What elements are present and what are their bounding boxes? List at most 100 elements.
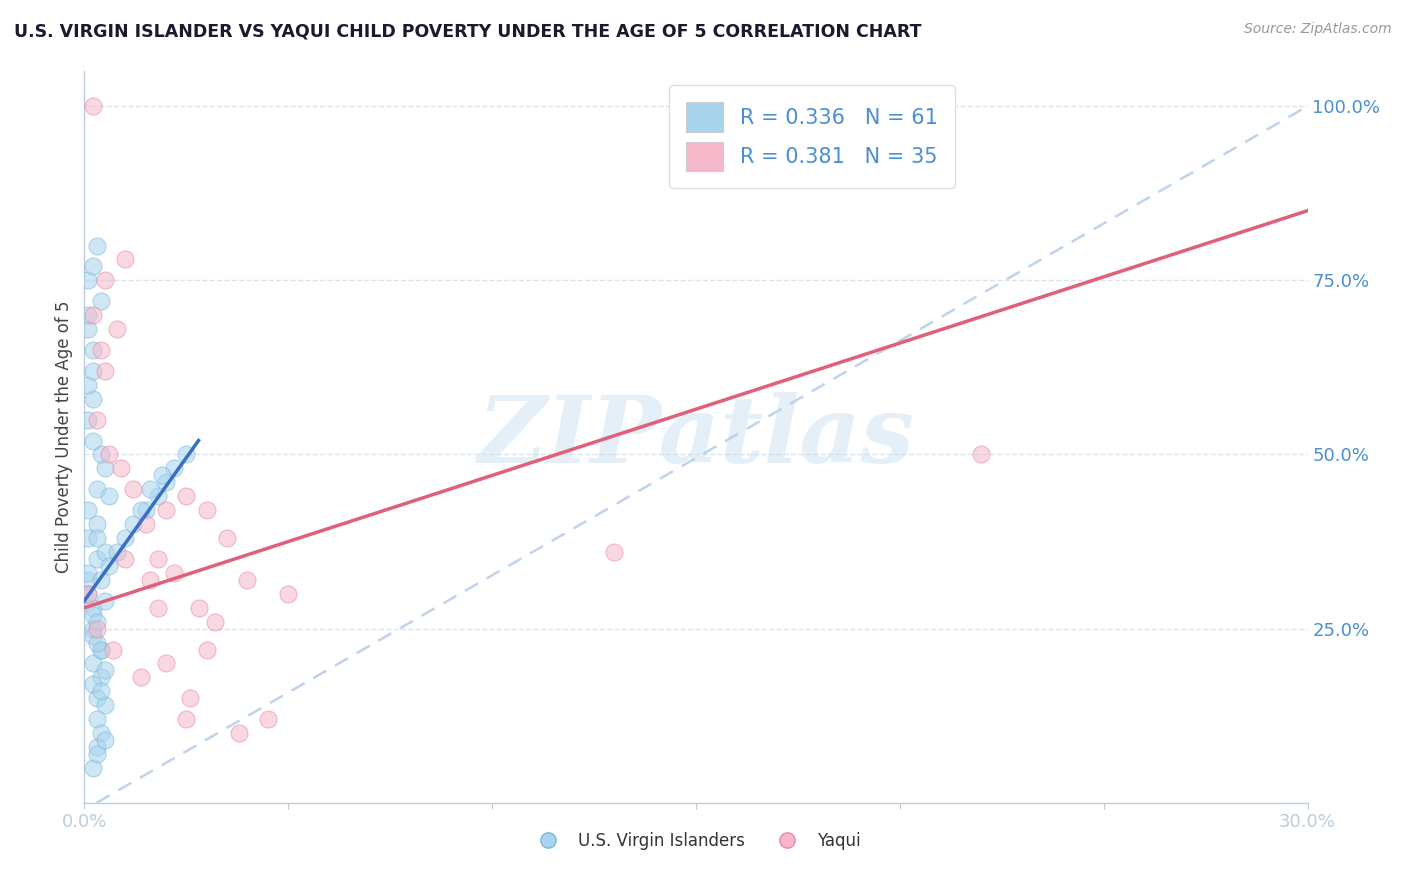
Point <box>93 545 115 559</box>
Point <box>90 294 112 309</box>
Point <box>195 503 218 517</box>
Point <box>82 308 104 322</box>
Text: ZIPatlas: ZIPatlas <box>478 392 914 482</box>
Point <box>122 483 145 497</box>
Point <box>86 615 108 629</box>
Point <box>257 712 280 726</box>
Point <box>110 461 132 475</box>
Point <box>86 531 108 545</box>
Point <box>82 677 104 691</box>
Point <box>93 364 115 378</box>
Point <box>90 343 112 357</box>
Point <box>86 412 108 426</box>
Point <box>77 273 100 287</box>
Point <box>93 273 115 287</box>
Point <box>77 322 100 336</box>
Point <box>82 629 104 643</box>
Point <box>97 489 120 503</box>
Point <box>93 698 115 713</box>
Point <box>90 684 112 698</box>
Point <box>228 726 250 740</box>
Point <box>155 503 177 517</box>
Point <box>90 448 112 462</box>
Point <box>93 733 115 747</box>
Point <box>73 587 96 601</box>
Point <box>93 664 115 678</box>
Point <box>90 642 112 657</box>
Point <box>277 587 299 601</box>
Point <box>131 670 153 684</box>
Point <box>86 517 108 532</box>
Point <box>86 712 108 726</box>
Point <box>174 448 197 462</box>
Point <box>82 607 104 622</box>
Point <box>93 461 115 475</box>
Point <box>135 517 157 532</box>
Point <box>163 461 186 475</box>
Point <box>90 670 112 684</box>
Point <box>101 642 124 657</box>
Point <box>146 600 169 615</box>
Point <box>204 615 226 629</box>
Point <box>86 747 108 761</box>
Point <box>114 252 136 267</box>
Point <box>82 761 104 775</box>
Point <box>97 448 120 462</box>
Point <box>970 448 993 462</box>
Point <box>82 657 104 671</box>
Point <box>90 726 112 740</box>
Point <box>114 531 136 545</box>
Point <box>82 260 104 274</box>
Point <box>603 545 626 559</box>
Point <box>86 691 108 706</box>
Point <box>217 531 239 545</box>
Point <box>174 489 197 503</box>
Point <box>86 552 108 566</box>
Point <box>82 392 104 406</box>
Point <box>82 434 104 448</box>
Point <box>155 657 177 671</box>
Point <box>179 691 201 706</box>
Point <box>86 238 108 252</box>
Point <box>86 740 108 755</box>
Point <box>155 475 177 490</box>
Point <box>105 545 128 559</box>
Point <box>86 635 108 649</box>
Point <box>82 364 104 378</box>
Point <box>77 573 100 587</box>
Point <box>685 99 707 113</box>
Point <box>82 99 104 113</box>
Point <box>82 343 104 357</box>
Point <box>90 642 112 657</box>
Point <box>150 468 173 483</box>
Point <box>77 503 100 517</box>
Point <box>138 483 160 497</box>
Point <box>135 503 157 517</box>
Point <box>138 573 160 587</box>
Point <box>122 517 145 532</box>
Point <box>82 622 104 636</box>
Point <box>77 587 100 601</box>
Point <box>97 558 120 573</box>
Point <box>195 642 218 657</box>
Point <box>77 587 100 601</box>
Point <box>105 322 128 336</box>
Text: U.S. VIRGIN ISLANDER VS YAQUI CHILD POVERTY UNDER THE AGE OF 5 CORRELATION CHART: U.S. VIRGIN ISLANDER VS YAQUI CHILD POVE… <box>14 22 921 40</box>
Point <box>77 566 100 580</box>
Point <box>77 531 100 545</box>
Point <box>163 566 186 580</box>
Point <box>82 600 104 615</box>
Point <box>146 489 169 503</box>
Point <box>236 573 259 587</box>
Point <box>77 377 100 392</box>
Y-axis label: Child Poverty Under the Age of 5: Child Poverty Under the Age of 5 <box>55 301 73 574</box>
Point <box>174 712 197 726</box>
Text: Source: ZipAtlas.com: Source: ZipAtlas.com <box>1244 22 1392 37</box>
Point <box>187 600 209 615</box>
Point <box>93 594 115 608</box>
Point <box>90 573 112 587</box>
Point <box>77 412 100 426</box>
Point <box>131 503 153 517</box>
Point <box>114 552 136 566</box>
Legend: U.S. Virgin Islanders, Yaqui: U.S. Virgin Islanders, Yaqui <box>524 825 868 856</box>
